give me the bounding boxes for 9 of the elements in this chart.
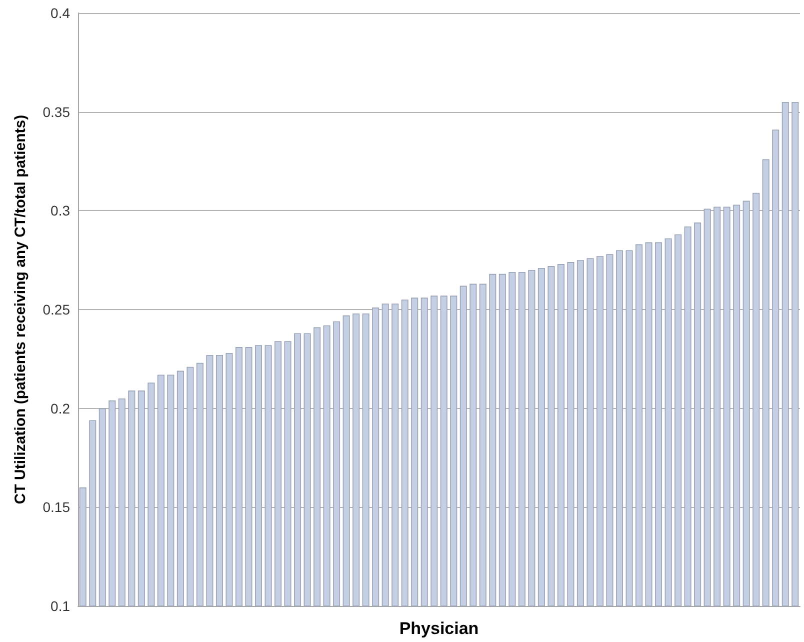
x-axis-title: Physician — [399, 619, 479, 638]
y-tick-label: 0.15 — [42, 499, 70, 516]
y-tick-label: 0.4 — [50, 5, 70, 21]
y-tick-label: 0.35 — [42, 104, 70, 120]
y-tick-label: 0.25 — [42, 302, 70, 318]
y-axis-title: CT Utilization (patients receiving any CT/total patients) — [12, 114, 29, 504]
y-tick-label: 0.1 — [50, 598, 70, 614]
y-tick-label: 0.3 — [50, 202, 70, 219]
y-tick-label: 0.2 — [50, 400, 70, 416]
